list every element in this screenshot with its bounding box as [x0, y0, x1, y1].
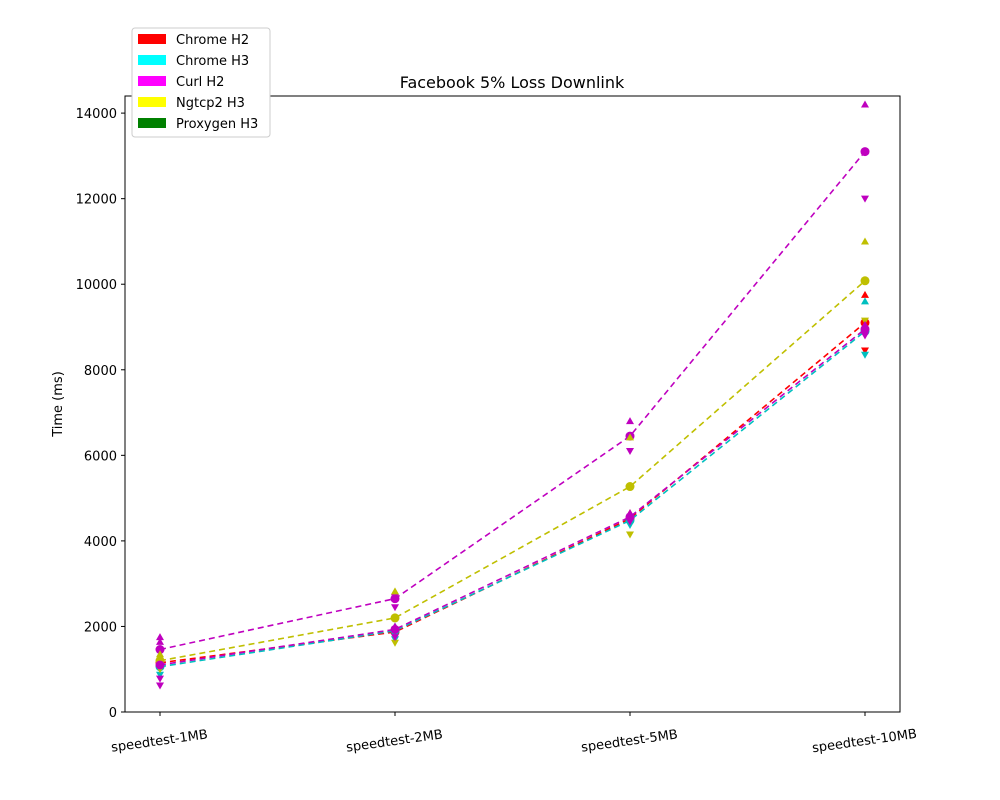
- legend-label: Proxygen H3: [176, 117, 258, 132]
- x-tick-label: speedtest-1MB: [110, 727, 208, 755]
- mean-point: [390, 594, 400, 604]
- y-tick-label: 6000: [84, 449, 117, 464]
- min-marker: [156, 682, 164, 690]
- y-tick-label: 12000: [76, 193, 117, 208]
- y-tick-label: 10000: [76, 278, 117, 293]
- mean-point: [860, 276, 870, 286]
- series-line: [159, 280, 866, 662]
- mean-point: [155, 660, 165, 670]
- y-tick-label: 2000: [84, 620, 117, 635]
- mean-point: [860, 147, 870, 157]
- legend-label: Chrome H2: [176, 33, 249, 48]
- max-marker: [626, 417, 634, 425]
- max-marker: [861, 290, 869, 298]
- y-tick-label: 4000: [84, 535, 117, 550]
- min-marker: [391, 604, 399, 612]
- max-marker: [391, 587, 399, 595]
- mean-point: [625, 512, 635, 522]
- max-marker: [156, 650, 164, 658]
- chart-title: Facebook 5% Loss Downlink: [400, 73, 625, 92]
- mean-point: [155, 645, 165, 655]
- x-tick-label: speedtest-5MB: [580, 727, 678, 755]
- min-marker: [626, 448, 634, 456]
- legend: Chrome H2 Chrome H3 Curl H2 Ngtcp2 H3 Proxyg…: [131, 27, 271, 138]
- y-axis: 0 2000 4000 6000 8000 10000 12000 14000: [76, 107, 125, 721]
- min-marker: [156, 675, 164, 683]
- series-line: [159, 151, 866, 651]
- legend-swatch: [138, 76, 166, 86]
- min-marker: [861, 332, 869, 340]
- mean-point: [390, 624, 400, 634]
- min-marker: [861, 351, 869, 359]
- y-tick-label: 14000: [76, 107, 117, 122]
- legend-label: Curl H2: [176, 75, 224, 90]
- mean-point: [860, 324, 870, 334]
- legend-swatch: [138, 118, 166, 128]
- max-marker: [156, 637, 164, 645]
- max-marker: [861, 297, 869, 305]
- series-group: [155, 100, 870, 690]
- legend-label: Ngtcp2 H3: [176, 96, 245, 111]
- series-line: [159, 322, 866, 664]
- legend-swatch: [138, 55, 166, 65]
- legend-box: [131, 27, 271, 138]
- min-marker: [391, 639, 399, 647]
- y-tick-label: 0: [109, 706, 117, 721]
- legend-label: Chrome H3: [176, 54, 249, 69]
- mean-point: [625, 482, 635, 492]
- plot-area: [124, 95, 901, 713]
- min-marker: [861, 347, 869, 355]
- y-axis-label: Time (ms): [51, 371, 66, 438]
- min-marker: [156, 671, 164, 679]
- min-marker: [391, 634, 399, 642]
- x-axis: speedtest-1MB speedtest-2MB speedtest-5MB s…: [110, 712, 918, 756]
- x-tick-label: speedtest-2MB: [345, 727, 443, 755]
- y-tick-label: 8000: [84, 364, 117, 379]
- max-marker: [861, 100, 869, 108]
- legend-swatch: [138, 97, 166, 107]
- max-marker: [626, 433, 634, 441]
- x-tick-label: speedtest-10MB: [811, 727, 918, 757]
- max-marker: [861, 237, 869, 245]
- mean-point: [390, 613, 400, 623]
- series-proxygen-h3: [155, 320, 870, 683]
- legend-swatch: [138, 34, 166, 44]
- max-marker: [156, 633, 164, 641]
- min-marker: [626, 531, 634, 539]
- min-marker: [861, 195, 869, 203]
